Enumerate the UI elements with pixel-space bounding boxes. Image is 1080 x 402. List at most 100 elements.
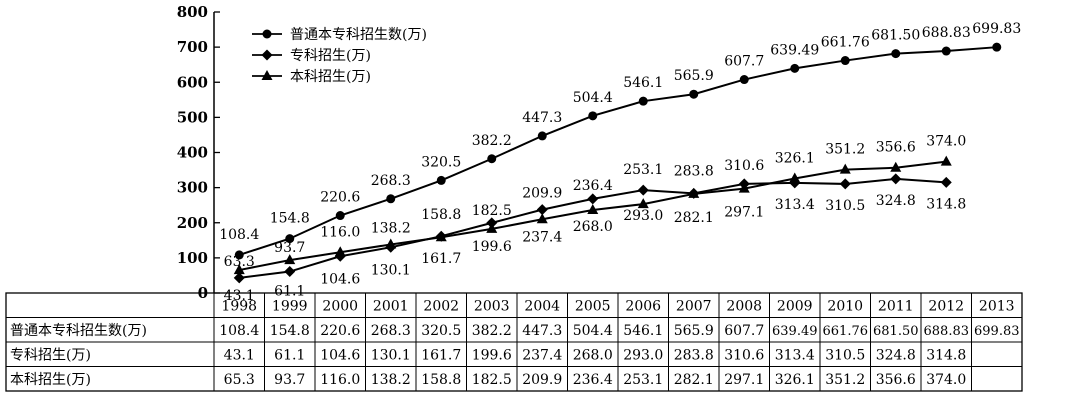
data-label: 158.8: [421, 207, 461, 223]
table-cell: 161.7: [421, 347, 461, 363]
series-point: [487, 154, 497, 164]
data-label: 681.50: [871, 28, 920, 44]
data-label: 93.7: [274, 240, 305, 256]
data-label: 546.1: [623, 75, 663, 91]
series-point: [334, 246, 346, 257]
table-cell: 310.5: [825, 347, 865, 363]
table-cell: 93.7: [274, 372, 305, 388]
table-cell: 661.76: [823, 324, 869, 339]
table-cell: 607.7: [724, 323, 764, 339]
table-cell: 504.4: [573, 323, 613, 339]
table-cell: 61.1: [274, 347, 305, 363]
legend-label: 本科招生(万): [290, 69, 371, 85]
table-year-header: 2001: [373, 298, 409, 314]
series-point: [284, 266, 296, 278]
table-year-header: 2010: [827, 298, 863, 314]
data-label: 293.0: [623, 208, 663, 224]
data-label: 310.6: [724, 158, 764, 174]
series-point: [284, 254, 296, 265]
data-label: 209.9: [522, 185, 562, 201]
table-cell: 282.1: [674, 372, 714, 388]
table-cell: 351.2: [825, 372, 865, 388]
table-cell: 154.8: [270, 323, 310, 339]
series-point: [637, 184, 649, 196]
table-cell: 356.6: [876, 372, 916, 388]
table-cell: 313.4: [775, 347, 815, 363]
table-year-header: 2012: [928, 298, 964, 314]
series-point: [486, 217, 498, 229]
table-cell: 293.0: [623, 347, 663, 363]
table-cell: 681.50: [873, 324, 919, 339]
table-cell: 253.1: [623, 372, 663, 388]
data-label: 63.3: [224, 254, 255, 270]
table-year-header: 2004: [524, 298, 560, 314]
table-cell: 639.49: [772, 324, 818, 339]
table-year-header: 2011: [878, 298, 914, 314]
table-cell: 108.4: [219, 323, 259, 339]
data-label: 268.0: [573, 219, 613, 235]
series-point: [688, 187, 700, 198]
series-point: [537, 131, 547, 141]
data-label: 253.1: [623, 162, 663, 178]
series-point: [638, 96, 648, 106]
y-tick-label: 500: [177, 108, 208, 126]
series-point: [536, 204, 548, 216]
table-cell: 565.9: [674, 323, 714, 339]
series-point: [335, 211, 345, 221]
table-year-header: 1999: [272, 298, 308, 314]
table-cell: 220.6: [320, 323, 360, 339]
series-line: [238, 46, 997, 256]
y-tick-label: 100: [177, 249, 208, 267]
data-label: 130.1: [371, 262, 411, 278]
series-point: [588, 111, 598, 121]
table-year-header: 2006: [625, 298, 661, 314]
y-tick-label: 800: [177, 3, 208, 21]
data-label: 661.76: [821, 35, 870, 51]
data-label: 447.3: [522, 110, 562, 126]
data-label: 382.2: [472, 133, 512, 149]
data-label: 199.6: [472, 239, 512, 255]
data-label: 320.5: [421, 154, 461, 170]
series-point: [536, 213, 548, 224]
data-table: 1998 1999 2000 2001 2002 2003 2004 2005 2006 2007…: [5, 292, 1023, 392]
data-label: 639.49: [770, 42, 819, 58]
table-year-header: 2005: [575, 298, 611, 314]
table-cell: 116.0: [320, 372, 360, 388]
series-point: [637, 198, 649, 209]
data-label: 236.4: [573, 178, 613, 194]
table-cell: 43.1: [224, 347, 255, 363]
data-label: 43.1: [224, 288, 255, 304]
series-point: [436, 175, 446, 185]
series-point: [385, 238, 397, 249]
table-cell: 546.1: [623, 323, 663, 339]
table-cell: 65.3: [224, 372, 255, 388]
table-year-header: 2002: [423, 298, 459, 314]
table-cell: 297.1: [724, 372, 764, 388]
data-label: 116.0: [320, 224, 360, 240]
data-label: 356.6: [876, 140, 916, 156]
data-label: 61.1: [274, 284, 305, 300]
table-year-header: 1998: [221, 298, 257, 314]
data-label: 324.8: [876, 193, 916, 209]
series-point: [790, 63, 800, 73]
table-series-name: 普通本专科招生数(万): [10, 323, 147, 339]
data-label: 688.83: [922, 25, 971, 41]
series-point: [386, 194, 396, 204]
table-cell: 324.8: [876, 347, 916, 363]
data-label: 565.9: [674, 68, 714, 84]
series-point: [738, 182, 750, 193]
table-series-name: 本科招生(万): [10, 372, 91, 388]
series-point: [233, 264, 245, 275]
series-point: [840, 56, 850, 66]
table-series-name: 专科招生(万): [10, 347, 91, 363]
series-point: [789, 172, 801, 183]
table-cell: 699.83: [974, 324, 1020, 339]
y-tick-label: 600: [177, 73, 208, 91]
table-cell: 374.0: [926, 372, 966, 388]
y-tick-label: 300: [177, 179, 208, 197]
table-cell: 236.4: [573, 372, 613, 388]
table-cell: 310.6: [724, 347, 764, 363]
table-cell: 130.1: [371, 347, 411, 363]
series-markers: [233, 42, 1002, 284]
